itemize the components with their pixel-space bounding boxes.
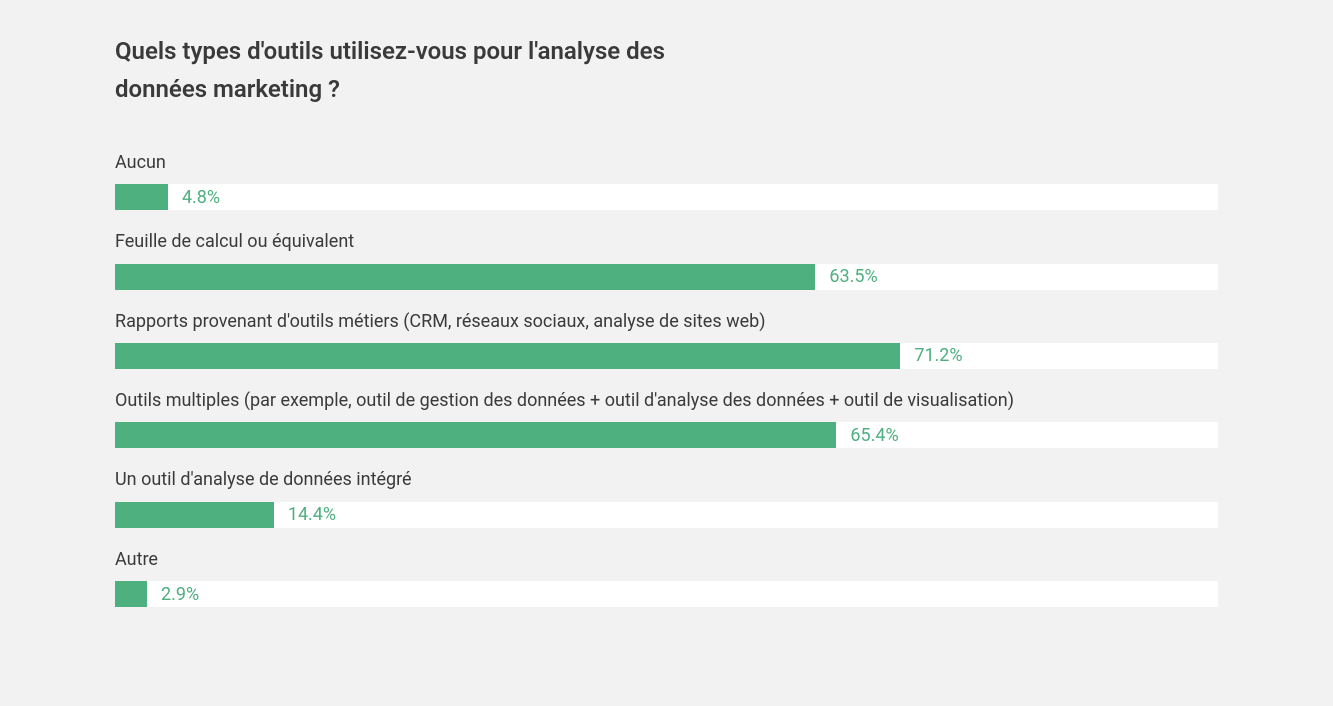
chart-item-label: Autre	[115, 548, 1218, 571]
bar-track: 65.4%	[115, 422, 1218, 448]
chart-item: Aucun 4.8%	[115, 151, 1218, 210]
bar-fill	[115, 184, 168, 210]
chart-item: Outils multiples (par exemple, outil de …	[115, 389, 1218, 448]
chart-item-label: Aucun	[115, 151, 1218, 174]
bar-fill	[115, 502, 274, 528]
chart-item: Rapports provenant d'outils métiers (CRM…	[115, 310, 1218, 369]
bar-row: 14.4%	[115, 502, 1218, 528]
bar-row: 71.2%	[115, 343, 1218, 369]
bar-fill	[115, 422, 836, 448]
bar-fill	[115, 343, 900, 369]
chart-title: Quels types d'outils utilisez-vous pour …	[115, 32, 675, 109]
bar-track: 71.2%	[115, 343, 1218, 369]
chart-item: Un outil d'analyse de données intégré 14.…	[115, 468, 1218, 527]
bar-track: 2.9%	[115, 581, 1218, 607]
bar-row: 2.9%	[115, 581, 1218, 607]
bar-value-label: 71.2%	[914, 345, 962, 366]
chart-item-label: Feuille de calcul ou équivalent	[115, 230, 1218, 253]
chart-items: Aucun 4.8% Feuille de calcul ou équivalent…	[115, 151, 1218, 607]
bar-row: 65.4%	[115, 422, 1218, 448]
chart-item-label: Un outil d'analyse de données intégré	[115, 468, 1218, 491]
bar-value-label: 65.4%	[850, 425, 898, 446]
bar-track: 63.5%	[115, 264, 1218, 290]
bar-fill	[115, 581, 147, 607]
bar-fill	[115, 264, 815, 290]
bar-track: 14.4%	[115, 502, 1218, 528]
bar-value-label: 2.9%	[161, 584, 199, 605]
chart-item-label: Rapports provenant d'outils métiers (CRM…	[115, 310, 1218, 333]
chart-container: Quels types d'outils utilisez-vous pour …	[0, 0, 1333, 667]
bar-track: 4.8%	[115, 184, 1218, 210]
bar-row: 63.5%	[115, 264, 1218, 290]
chart-item: Feuille de calcul ou équivalent 63.5%	[115, 230, 1218, 289]
bar-value-label: 4.8%	[182, 187, 220, 208]
chart-item: Autre 2.9%	[115, 548, 1218, 607]
chart-item-label: Outils multiples (par exemple, outil de …	[115, 389, 1218, 412]
bar-value-label: 63.5%	[829, 266, 877, 287]
bar-row: 4.8%	[115, 184, 1218, 210]
bar-value-label: 14.4%	[288, 504, 336, 525]
